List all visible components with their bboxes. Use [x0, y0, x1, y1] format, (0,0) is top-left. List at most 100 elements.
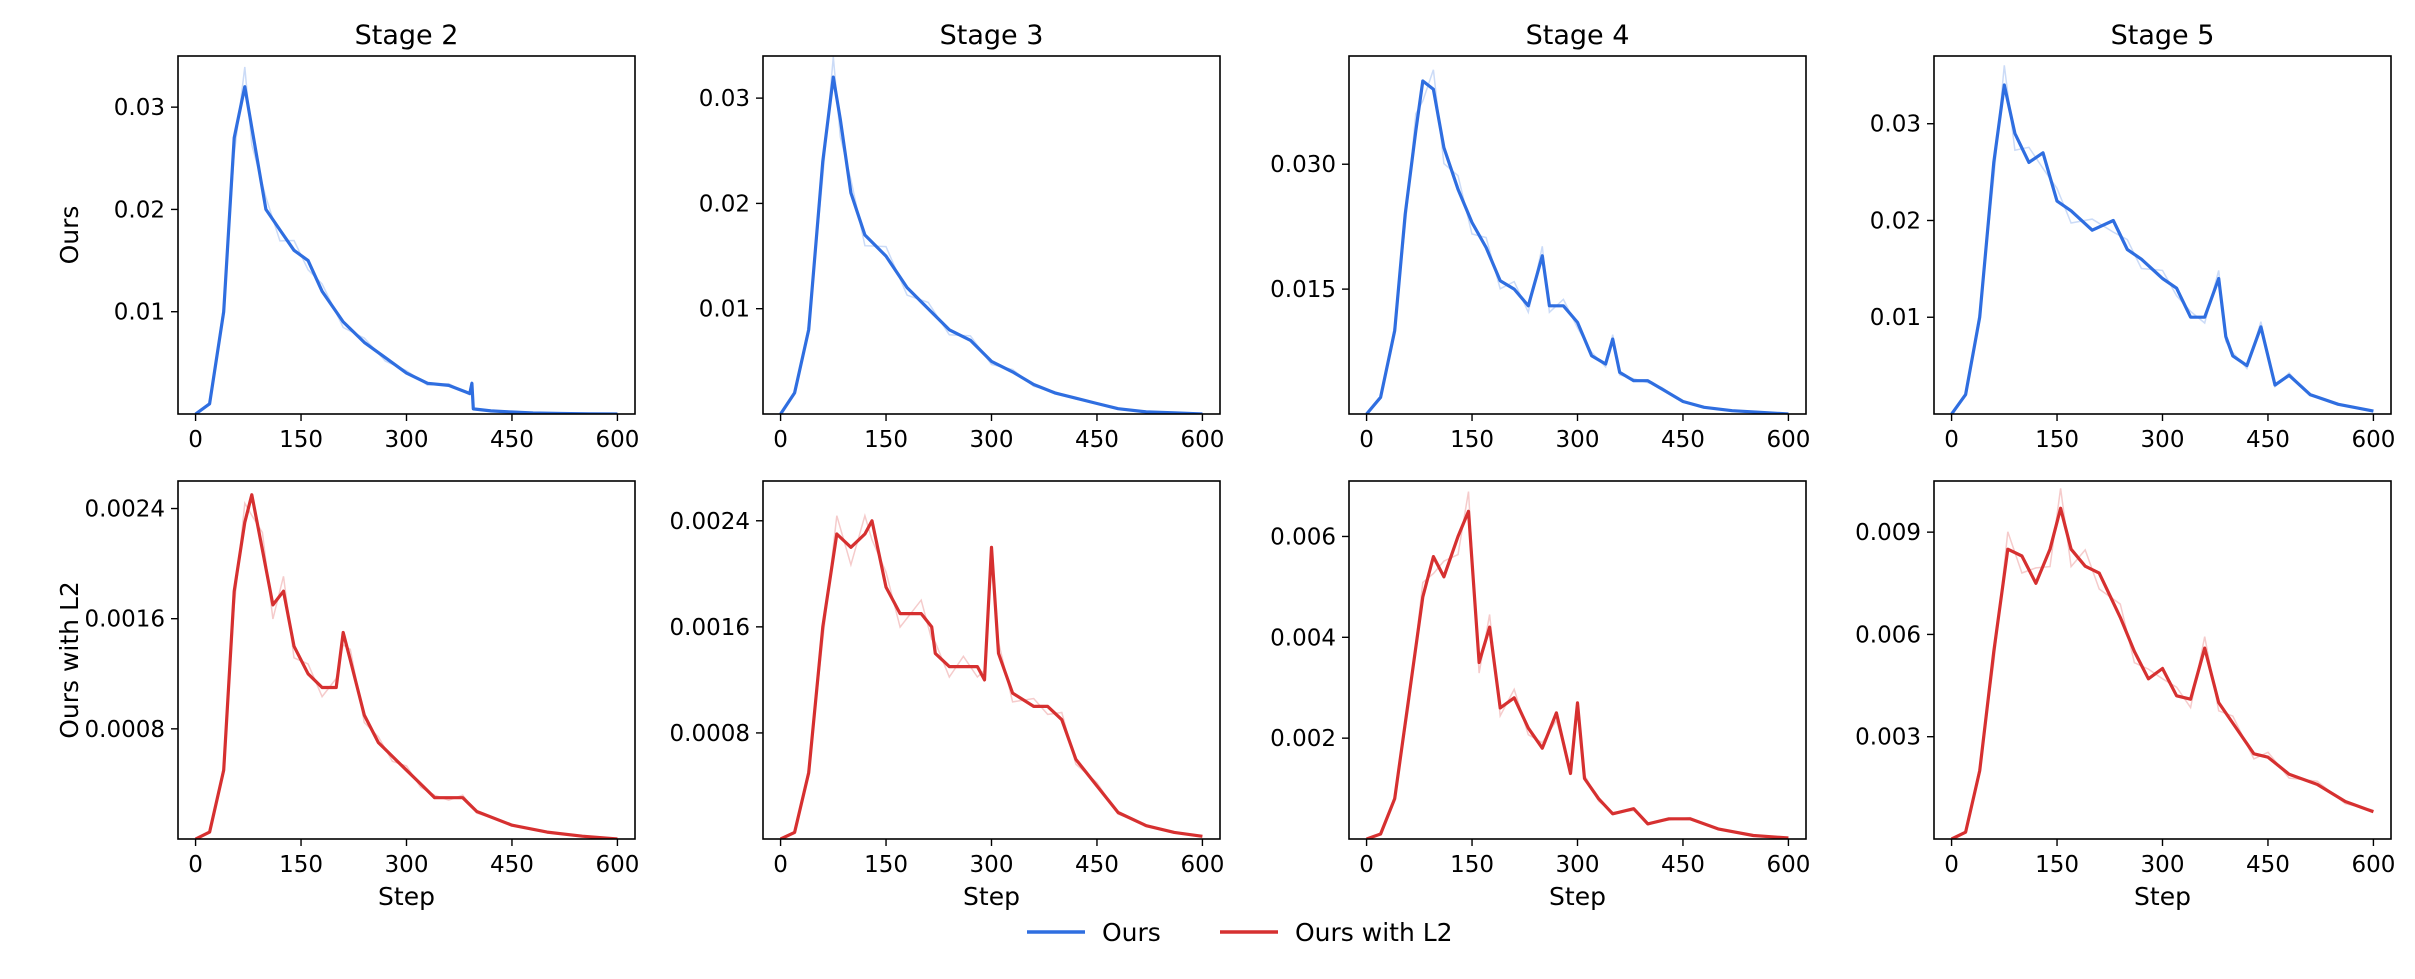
series-line: [194, 493, 618, 839]
subplot-title: Stage 2: [355, 20, 459, 51]
x-tick-label: 150: [864, 427, 908, 453]
series-line: [1950, 506, 2374, 839]
x-tick-label: 0: [1359, 852, 1374, 878]
x-tick-label: 300: [2141, 852, 2185, 878]
x-axis-label: Step: [2134, 882, 2191, 911]
x-tick-label: 0: [1944, 427, 1959, 453]
x-tick-label: 300: [385, 427, 429, 453]
y-tick-label: 0.015: [1270, 277, 1336, 303]
y-tick-label: 0.0016: [670, 615, 750, 641]
x-tick-label: 0: [1359, 427, 1374, 453]
series-line: [779, 75, 1203, 414]
series-raw-line: [1366, 69, 1789, 414]
axes-frame: [762, 480, 1221, 840]
y-tick-label: 0.01: [1870, 305, 1921, 331]
series-raw-line: [195, 66, 618, 414]
x-tick-label: 450: [490, 852, 534, 878]
subplot-7: 0 150 300 450 600 0.002 0.004 0.006 Step: [1270, 480, 1810, 911]
y-tick-label: 0.003: [1855, 725, 1921, 751]
y-tick-label: 0.03: [1870, 112, 1921, 138]
y-tick-label: 0.03: [114, 95, 165, 121]
series-line: [779, 519, 1203, 839]
x-axis-label: Step: [378, 882, 435, 911]
subplot-title: Stage 4: [1526, 20, 1630, 51]
y-tick-label: 0.02: [1870, 208, 1921, 234]
axes-frame: [177, 480, 636, 840]
series-raw-line: [1951, 65, 2374, 414]
series-line: [1366, 509, 1789, 839]
x-tick-label: 600: [1766, 427, 1810, 453]
subplot-title: Stage 3: [940, 20, 1044, 51]
y-tick-label: 0.01: [114, 300, 165, 326]
subplot-2: 0 150 300 450 600 0.01 0.02 0.03 Stage 3: [699, 20, 1225, 453]
subplot-4: 0 150 300 450 600 0.01 0.02 0.03 Stage 5: [1870, 20, 2396, 453]
legend-label: Ours with L2: [1295, 918, 1453, 947]
x-tick-label: 150: [1450, 852, 1494, 878]
axes-frame: [177, 55, 636, 415]
y-tick-label: 0.002: [1270, 726, 1336, 752]
x-tick-label: 600: [1180, 427, 1224, 453]
y-tick-label: 0.02: [699, 191, 750, 217]
x-tick-label: 600: [1766, 852, 1810, 878]
y-tick-label: 0.030: [1270, 152, 1336, 178]
legend-label: Ours: [1102, 918, 1161, 947]
x-tick-label: 600: [2351, 427, 2395, 453]
y-tick-label: 0.009: [1855, 520, 1921, 546]
x-tick-label: 150: [279, 852, 323, 878]
y-tick-label: 0.0008: [85, 717, 165, 743]
x-tick-label: 600: [1180, 852, 1224, 878]
y-tick-label: 0.004: [1270, 625, 1336, 651]
y-tick-label: 0.03: [699, 86, 750, 112]
subplot-5: 0 150 300 450 600 0.0008 0.0016 0.0024 Step Ours …: [55, 480, 639, 911]
series-line: [194, 85, 618, 414]
x-tick-label: 150: [279, 427, 323, 453]
x-tick-label: 300: [1556, 852, 1600, 878]
x-tick-label: 0: [188, 427, 203, 453]
x-tick-label: 0: [773, 852, 788, 878]
series-line: [1365, 79, 1789, 414]
axes-frame: [1348, 480, 1807, 840]
x-tick-label: 600: [595, 427, 639, 453]
x-tick-label: 450: [2246, 852, 2290, 878]
y-tick-label: 0.006: [1270, 524, 1336, 550]
x-tick-label: 0: [1944, 852, 1959, 878]
x-tick-label: 450: [490, 427, 534, 453]
x-tick-label: 150: [2035, 427, 2079, 453]
x-tick-label: 0: [773, 427, 788, 453]
series-raw-line: [195, 500, 618, 839]
x-tick-label: 450: [1075, 852, 1119, 878]
y-tick-label: 0.02: [114, 197, 165, 223]
x-tick-label: 450: [2246, 427, 2290, 453]
x-tick-label: 300: [970, 852, 1014, 878]
x-tick-label: 300: [2141, 427, 2185, 453]
x-tick-label: 150: [864, 852, 908, 878]
x-axis-label: Step: [963, 882, 1020, 911]
legend: Ours Ours with L2: [1027, 918, 1453, 947]
y-tick-label: 0.0016: [85, 607, 165, 633]
y-axis-label: Ours: [55, 206, 84, 265]
x-tick-label: 150: [2035, 852, 2079, 878]
subplot-3: 0 150 300 450 600 0.015 0.030 Stage 4: [1270, 20, 1810, 453]
series-raw-line: [1366, 491, 1789, 839]
x-tick-label: 300: [385, 852, 429, 878]
subplot-8: 0 150 300 450 600 0.003 0.006 0.009 Step: [1855, 480, 2395, 911]
subplot-6: 0 150 300 450 600 0.0008 0.0016 0.0024 Step: [670, 480, 1224, 911]
x-tick-label: 600: [2351, 852, 2395, 878]
y-tick-label: 0.006: [1855, 622, 1921, 648]
x-tick-label: 300: [970, 427, 1014, 453]
subplot-title: Stage 5: [2111, 20, 2215, 51]
series-raw-line: [1951, 488, 2374, 839]
x-tick-label: 600: [595, 852, 639, 878]
x-tick-label: 450: [1661, 852, 1705, 878]
x-tick-label: 150: [1450, 427, 1494, 453]
y-tick-label: 0.0024: [670, 509, 750, 535]
y-axis-label: Ours with L2: [55, 581, 84, 739]
y-tick-label: 0.0024: [85, 497, 165, 523]
subplot-1: 0 150 300 450 600 0.01 0.02 0.03 Stage 2 Ours: [55, 20, 639, 453]
x-tick-label: 0: [188, 852, 203, 878]
x-tick-label: 450: [1661, 427, 1705, 453]
x-tick-label: 300: [1556, 427, 1600, 453]
x-axis-label: Step: [1549, 882, 1606, 911]
y-tick-label: 0.0008: [670, 721, 750, 747]
